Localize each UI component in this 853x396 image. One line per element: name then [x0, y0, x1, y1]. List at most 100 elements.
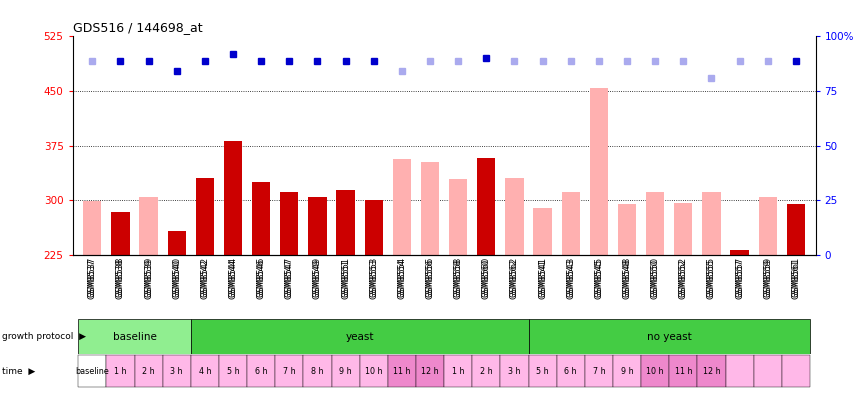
Text: GSM8547: GSM8547	[284, 259, 293, 299]
Text: 12 h: 12 h	[421, 367, 438, 376]
FancyBboxPatch shape	[444, 355, 472, 387]
Text: GSM8559: GSM8559	[763, 259, 771, 299]
Bar	[364, 200, 382, 255]
Text: 5 h: 5 h	[536, 367, 548, 376]
FancyBboxPatch shape	[247, 355, 275, 387]
Text: yeast: yeast	[345, 331, 374, 342]
FancyBboxPatch shape	[190, 355, 218, 387]
Text: 5 h: 5 h	[226, 367, 239, 376]
FancyBboxPatch shape	[275, 355, 303, 387]
Text: 7 h: 7 h	[282, 367, 295, 376]
Text: GSM8543: GSM8543	[566, 259, 575, 299]
Text: GSM8557: GSM8557	[734, 259, 743, 299]
Text: 1 h: 1 h	[114, 367, 126, 376]
Bar	[757, 197, 776, 255]
Bar	[223, 141, 242, 255]
Text: GDS516 / 144698_at: GDS516 / 144698_at	[73, 21, 202, 34]
Bar	[308, 197, 326, 255]
Text: 9 h: 9 h	[620, 367, 633, 376]
Text: 1 h: 1 h	[451, 367, 464, 376]
Text: GSM8542: GSM8542	[200, 259, 209, 299]
FancyBboxPatch shape	[359, 355, 387, 387]
Text: 11 h: 11 h	[674, 367, 691, 376]
FancyBboxPatch shape	[190, 320, 528, 354]
Text: 10 h: 10 h	[364, 367, 382, 376]
FancyBboxPatch shape	[697, 355, 725, 387]
Bar	[533, 208, 551, 255]
FancyBboxPatch shape	[584, 355, 612, 387]
FancyBboxPatch shape	[303, 355, 331, 387]
Text: GSM8538: GSM8538	[116, 259, 125, 299]
FancyBboxPatch shape	[387, 355, 415, 387]
Text: time  ▶: time ▶	[2, 367, 35, 376]
FancyBboxPatch shape	[612, 355, 641, 387]
Text: baseline: baseline	[75, 367, 109, 376]
Bar	[111, 212, 130, 255]
Text: 10 h: 10 h	[646, 367, 663, 376]
Text: GSM8548: GSM8548	[622, 259, 630, 299]
Text: 4 h: 4 h	[199, 367, 211, 376]
FancyBboxPatch shape	[669, 355, 697, 387]
Text: 3 h: 3 h	[171, 367, 183, 376]
Bar	[477, 158, 495, 255]
FancyBboxPatch shape	[218, 355, 247, 387]
Bar	[701, 192, 720, 255]
Text: GSM8556: GSM8556	[425, 259, 434, 299]
Bar	[589, 88, 607, 255]
Text: 2 h: 2 h	[479, 367, 492, 376]
Text: 6 h: 6 h	[564, 367, 577, 376]
Bar	[421, 162, 438, 255]
Text: GSM8544: GSM8544	[229, 259, 237, 299]
Text: GSM8561: GSM8561	[791, 259, 799, 299]
Text: 2 h: 2 h	[142, 367, 154, 376]
FancyBboxPatch shape	[415, 355, 444, 387]
Bar	[336, 190, 354, 255]
Text: GSM8551: GSM8551	[340, 259, 350, 299]
FancyBboxPatch shape	[331, 355, 359, 387]
Text: 8 h: 8 h	[310, 367, 323, 376]
Text: GSM8552: GSM8552	[678, 259, 687, 299]
Bar	[195, 179, 214, 255]
Bar	[83, 201, 102, 255]
Text: GSM8555: GSM8555	[706, 259, 715, 299]
Text: 12 h: 12 h	[702, 367, 719, 376]
FancyBboxPatch shape	[78, 355, 107, 387]
Bar	[561, 192, 579, 255]
Text: GSM8550: GSM8550	[650, 259, 659, 299]
Text: 7 h: 7 h	[592, 367, 605, 376]
Text: GSM8545: GSM8545	[594, 259, 603, 299]
Text: 6 h: 6 h	[254, 367, 267, 376]
Text: baseline: baseline	[113, 331, 156, 342]
Text: GSM8549: GSM8549	[312, 259, 322, 299]
Bar	[786, 204, 804, 255]
Text: GSM8546: GSM8546	[257, 259, 265, 299]
FancyBboxPatch shape	[780, 355, 809, 387]
Text: GSM8541: GSM8541	[537, 259, 547, 299]
FancyBboxPatch shape	[107, 355, 135, 387]
Bar	[505, 179, 523, 255]
FancyBboxPatch shape	[500, 355, 528, 387]
FancyBboxPatch shape	[752, 355, 780, 387]
Text: 9 h: 9 h	[339, 367, 351, 376]
Bar	[617, 204, 635, 255]
Text: GSM8539: GSM8539	[144, 259, 153, 299]
Text: GSM8540: GSM8540	[172, 259, 181, 299]
Text: 11 h: 11 h	[392, 367, 410, 376]
FancyBboxPatch shape	[556, 355, 584, 387]
Bar	[645, 192, 664, 255]
FancyBboxPatch shape	[472, 355, 500, 387]
Bar	[167, 231, 186, 255]
FancyBboxPatch shape	[78, 320, 190, 354]
FancyBboxPatch shape	[162, 355, 190, 387]
Bar	[673, 204, 692, 255]
Text: 3 h: 3 h	[508, 367, 520, 376]
Text: GSM8562: GSM8562	[509, 259, 519, 299]
Text: GSM8558: GSM8558	[453, 259, 462, 299]
Bar	[449, 179, 467, 255]
Text: GSM8537: GSM8537	[88, 259, 96, 299]
FancyBboxPatch shape	[641, 355, 669, 387]
Text: GSM8553: GSM8553	[368, 259, 378, 299]
Text: GSM8560: GSM8560	[481, 259, 490, 299]
FancyBboxPatch shape	[528, 355, 556, 387]
FancyBboxPatch shape	[528, 320, 809, 354]
